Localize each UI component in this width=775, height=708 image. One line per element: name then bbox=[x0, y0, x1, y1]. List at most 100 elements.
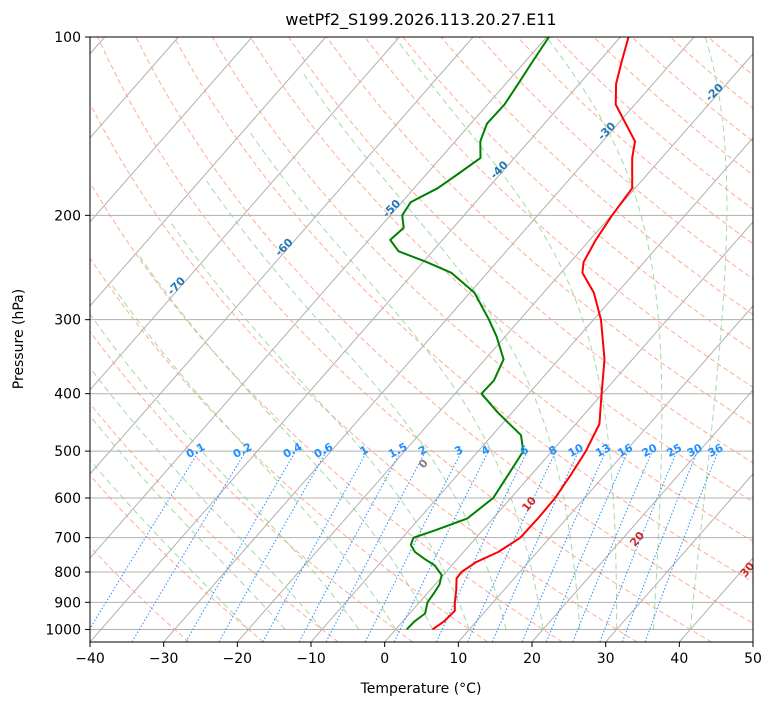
isotherm-line bbox=[90, 37, 621, 642]
dry-adiabat bbox=[90, 330, 414, 642]
mixing-ratio-line bbox=[131, 450, 247, 642]
isotherm-label: -30 bbox=[595, 119, 618, 142]
mixing-ratio-line bbox=[621, 450, 698, 642]
mixing-ratio-line bbox=[393, 450, 489, 642]
mixing-ratio-line bbox=[262, 450, 368, 642]
dry-adiabat bbox=[90, 402, 339, 642]
y-tick-label: 1000 bbox=[45, 622, 81, 638]
mixing-ratio-line bbox=[599, 450, 678, 642]
dry-adiabat-label: 10 bbox=[519, 494, 539, 514]
x-tick-label: −10 bbox=[296, 651, 326, 667]
dry-adiabat bbox=[593, 37, 753, 176]
moist-adiabat bbox=[110, 282, 397, 630]
dry-adiabat bbox=[90, 181, 563, 642]
isotherm-line bbox=[90, 37, 400, 391]
chart-title: wetPf2_S199.2026.113.20.27.E11 bbox=[285, 10, 556, 30]
dry-adiabat bbox=[97, 37, 712, 642]
mixing-ratio-label: 30 bbox=[685, 441, 705, 460]
moist-adiabat bbox=[546, 37, 663, 630]
dry-adiabat bbox=[90, 546, 190, 642]
dry-adiabat-label: 30 bbox=[738, 559, 758, 579]
y-tick-label: 500 bbox=[54, 444, 81, 460]
y-tick-label: 900 bbox=[54, 595, 81, 611]
mixing-ratio-label: 1.5 bbox=[386, 440, 409, 461]
isotherm-line bbox=[163, 37, 695, 642]
dry-adiabat-label: 0 bbox=[416, 456, 431, 470]
isotherm-line bbox=[531, 389, 753, 642]
x-tick-label: −40 bbox=[75, 651, 105, 667]
mixing-ratio-line bbox=[467, 450, 557, 642]
moist-adiabat bbox=[394, 37, 618, 630]
y-tick-label: 200 bbox=[54, 208, 81, 224]
mixing-ratio-label: 4 bbox=[479, 443, 492, 458]
moist-adiabat bbox=[90, 366, 323, 630]
dry-adiabat bbox=[402, 37, 753, 352]
mixing-ratio-label: 20 bbox=[640, 441, 660, 460]
mixing-ratio-line bbox=[435, 450, 528, 642]
data-series bbox=[389, 37, 636, 631]
mixing-ratio-label: 1 bbox=[358, 443, 371, 458]
x-tick-label: 0 bbox=[380, 651, 389, 667]
isotherm-line bbox=[90, 37, 474, 475]
isotherm-line bbox=[90, 37, 253, 223]
isotherm-line bbox=[310, 137, 753, 642]
mixing-ratio-line bbox=[572, 450, 653, 642]
mixing-ratio-line bbox=[644, 450, 719, 642]
dry-adiabat bbox=[90, 474, 264, 642]
mixing-ratio-label: 16 bbox=[615, 441, 635, 460]
x-tick-label: 40 bbox=[670, 651, 688, 667]
dry-adiabat bbox=[288, 37, 753, 464]
moist-adiabat bbox=[90, 313, 360, 630]
mixing-ratio-label: 3 bbox=[452, 443, 465, 458]
background-grid bbox=[90, 37, 753, 642]
isotherm-line bbox=[236, 53, 753, 642]
dry-adiabat bbox=[440, 37, 753, 316]
mixing-ratio-label: 0.4 bbox=[281, 440, 305, 461]
mixing-ratio-line bbox=[298, 450, 402, 642]
isotherm-label: -70 bbox=[165, 274, 188, 297]
x-tick-label: −20 bbox=[223, 651, 253, 667]
x-tick-label: −30 bbox=[149, 651, 179, 667]
plot-frame bbox=[89, 36, 754, 643]
moist-adiabat bbox=[302, 72, 581, 630]
y-axis-label: Pressure (hPa) bbox=[11, 289, 27, 389]
mixing-ratio-line bbox=[521, 450, 607, 642]
mixing-ratio-line bbox=[185, 450, 297, 642]
y-tick-label: 800 bbox=[54, 565, 81, 581]
dry-adiabat bbox=[364, 37, 753, 388]
y-tick-label: 700 bbox=[54, 531, 81, 547]
isotherm-label: -50 bbox=[380, 197, 403, 220]
isotherm-line bbox=[457, 305, 753, 642]
isotherm-line bbox=[605, 473, 753, 642]
dry-adiabat bbox=[326, 37, 753, 426]
moist-adiabat bbox=[169, 221, 470, 630]
y-tick-label: 300 bbox=[54, 313, 81, 329]
isotherm-label: -20 bbox=[703, 81, 726, 104]
mixing-ratio-label: 0.6 bbox=[312, 440, 336, 461]
axes: −40 −30 −20 −10 0 10 20 30 40 5010020030040050060… bbox=[45, 30, 762, 667]
x-tick-label: 20 bbox=[523, 651, 541, 667]
y-tick-label: 100 bbox=[54, 30, 81, 46]
mixing-ratio-label: 13 bbox=[593, 441, 613, 460]
y-tick-label: 600 bbox=[54, 491, 81, 507]
y-tick-label: 400 bbox=[54, 387, 81, 403]
dry-adiabat bbox=[707, 37, 753, 76]
mixing-ratio-line bbox=[218, 450, 328, 642]
x-axis-label: Temperature (°C) bbox=[360, 681, 482, 697]
moist-adiabat bbox=[90, 414, 286, 630]
mixing-ratio-line bbox=[545, 450, 629, 642]
isotherm-label: -40 bbox=[488, 158, 511, 181]
dry-adiabat bbox=[249, 37, 753, 503]
mixing-ratio-label: 10 bbox=[566, 441, 586, 460]
x-tick-label: 50 bbox=[744, 651, 762, 667]
mixing-ratio-line bbox=[90, 450, 200, 630]
isotherm-line bbox=[90, 37, 548, 559]
dry-adiabat bbox=[631, 37, 753, 143]
x-tick-label: 10 bbox=[449, 651, 467, 667]
mixing-ratio-label: 36 bbox=[706, 441, 726, 460]
dry-adiabat bbox=[173, 37, 753, 583]
temperature-profile bbox=[431, 37, 636, 631]
moist-adiabat bbox=[249, 132, 544, 630]
x-tick-label: 30 bbox=[597, 651, 615, 667]
